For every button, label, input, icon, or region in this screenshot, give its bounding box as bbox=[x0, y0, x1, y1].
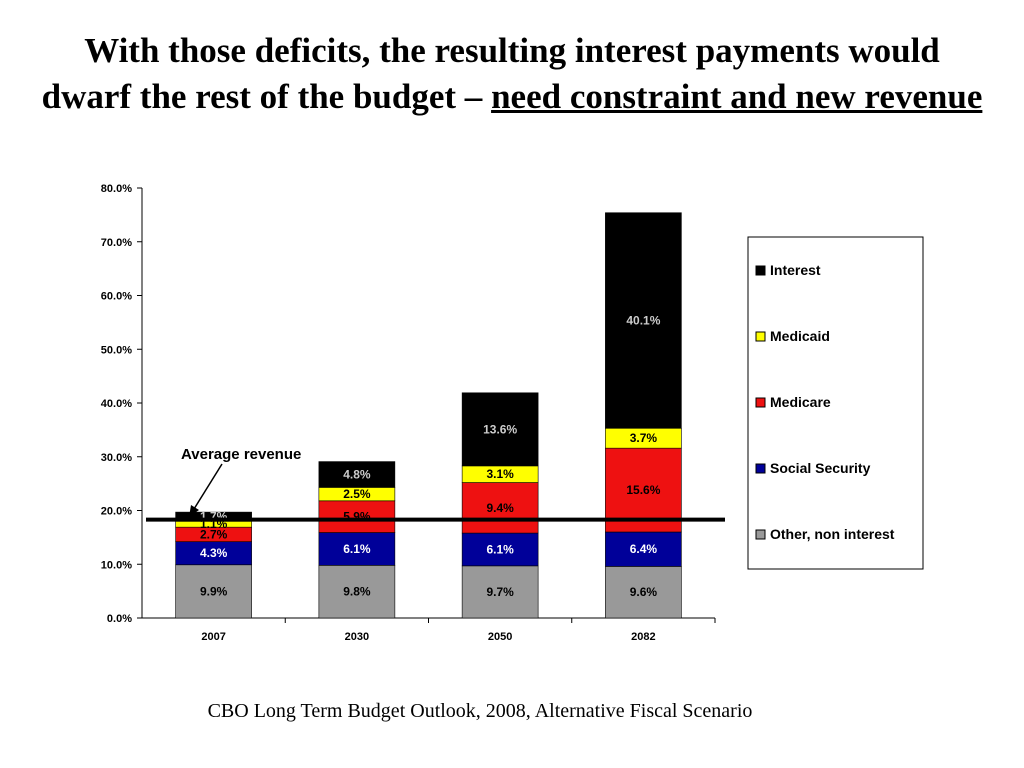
legend-swatch bbox=[755, 397, 766, 408]
bar-segment bbox=[318, 532, 396, 566]
bar-segment bbox=[461, 565, 539, 619]
bar-segment bbox=[605, 531, 682, 567]
data-label: 9.7% bbox=[486, 585, 514, 599]
data-label: 15.6% bbox=[626, 483, 660, 497]
bar-segment bbox=[461, 482, 539, 534]
x-tick-label: 2050 bbox=[488, 631, 512, 643]
data-label: 9.9% bbox=[200, 584, 228, 598]
data-label: 3.1% bbox=[486, 467, 514, 481]
data-label: 6.4% bbox=[630, 542, 658, 556]
bar-segment bbox=[605, 566, 682, 619]
data-label: 9.4% bbox=[486, 501, 514, 515]
y-tick-label: 20.0% bbox=[101, 506, 132, 518]
data-label: 9.6% bbox=[630, 585, 658, 599]
annotation-arrow-line bbox=[193, 463, 223, 510]
data-label: 13.6% bbox=[483, 422, 517, 436]
bar-segment bbox=[318, 500, 396, 533]
y-tick-label: 10.0% bbox=[101, 559, 132, 571]
data-label: 2.7% bbox=[200, 527, 228, 541]
average-revenue-label: Average revenue bbox=[181, 446, 301, 463]
data-label: 4.8% bbox=[343, 467, 371, 481]
slide-title-text: With those deficits, the resulting inter… bbox=[41, 31, 940, 116]
data-label: 4.3% bbox=[200, 546, 228, 560]
legend-label: Medicaid bbox=[770, 328, 830, 344]
x-tick-label: 2007 bbox=[201, 631, 225, 643]
source-caption: CBO Long Term Budget Outlook, 2008, Alte… bbox=[207, 700, 753, 722]
data-label: 9.8% bbox=[343, 585, 371, 599]
y-tick-label: 60.0% bbox=[101, 291, 132, 303]
slide-title-underlined: need constraint and new revenue bbox=[491, 77, 983, 116]
data-label: 3.7% bbox=[630, 431, 658, 445]
y-tick-label: 30.0% bbox=[101, 452, 132, 464]
bar-segment bbox=[175, 564, 252, 619]
x-tick-label: 2082 bbox=[631, 631, 655, 643]
bar-segment bbox=[461, 392, 539, 467]
legend-swatch bbox=[755, 331, 766, 342]
data-label: 6.1% bbox=[343, 542, 371, 556]
legend-swatch bbox=[755, 529, 766, 540]
y-tick-label: 0.0% bbox=[107, 613, 132, 625]
bar-segment bbox=[605, 212, 682, 429]
y-tick-label: 40.0% bbox=[101, 398, 132, 410]
stacked-bar-chart: 0.0% 10.0% 20.0% 30.0% 40.0% 50.0% 60.0% 70.0% 8… bbox=[101, 183, 924, 643]
y-tick-label: 50.0% bbox=[101, 344, 132, 356]
y-tick-label: 70.0% bbox=[101, 237, 132, 249]
y-tick-label: 80.0% bbox=[101, 183, 132, 195]
legend-label: Social Security bbox=[770, 460, 871, 476]
legend-label: Medicare bbox=[770, 394, 831, 410]
data-label: 40.1% bbox=[626, 313, 660, 327]
legend-swatch bbox=[755, 463, 766, 474]
legend-swatch bbox=[755, 265, 766, 276]
bar-segment bbox=[461, 532, 539, 567]
slide-title: With those deficits, the resulting inter… bbox=[40, 28, 984, 120]
annotation-arrow-head bbox=[189, 505, 199, 517]
legend-label: Other, non interest bbox=[770, 526, 895, 542]
data-label: 6.1% bbox=[486, 542, 514, 556]
legend-box bbox=[747, 236, 924, 570]
bar-segment bbox=[318, 565, 396, 619]
data-label: 2.5% bbox=[343, 487, 371, 501]
legend-label: Interest bbox=[770, 262, 821, 278]
x-tick-label: 2030 bbox=[345, 631, 369, 643]
bar-segment bbox=[318, 461, 396, 488]
